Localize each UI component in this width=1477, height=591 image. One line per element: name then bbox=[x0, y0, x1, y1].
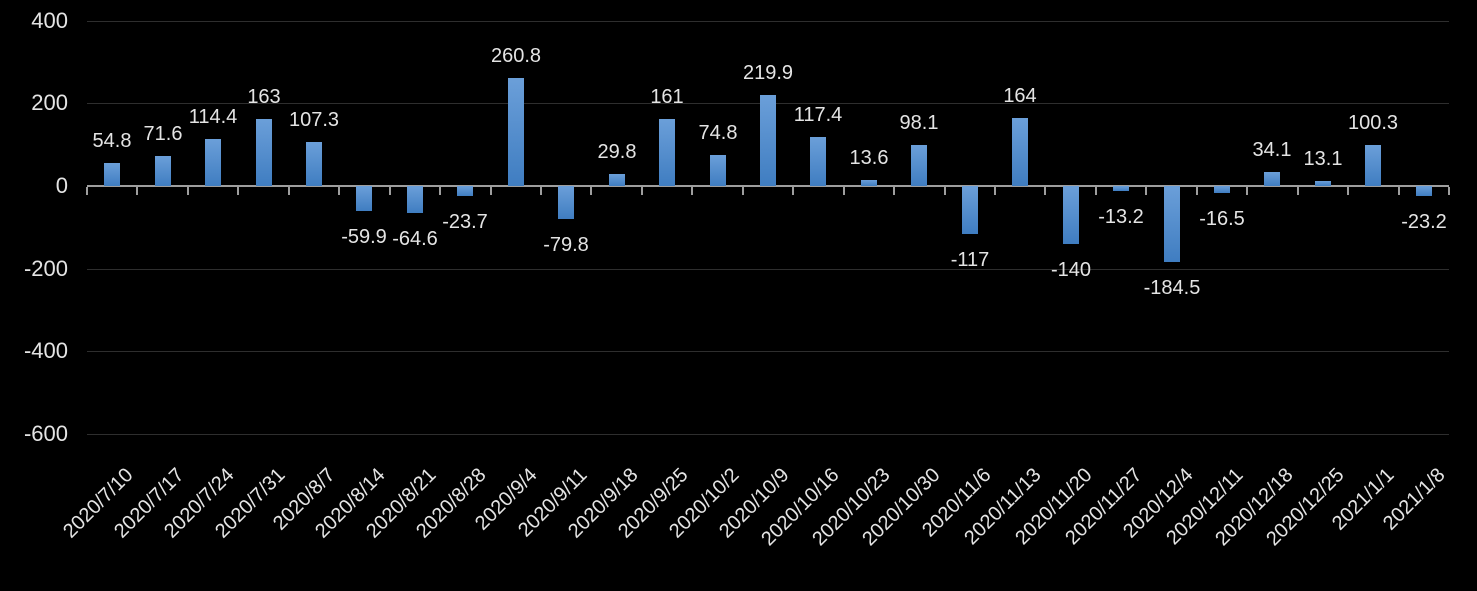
bar bbox=[1063, 186, 1079, 244]
bar bbox=[710, 155, 726, 186]
bar-value-label: -23.7 bbox=[442, 211, 488, 233]
bar-value-label: -59.9 bbox=[341, 226, 387, 248]
x-axis-tick-mark bbox=[792, 187, 794, 195]
y-gridline bbox=[87, 21, 1449, 22]
x-axis-line bbox=[87, 185, 1449, 187]
bar bbox=[810, 137, 826, 186]
bar-value-label: 29.8 bbox=[597, 141, 637, 163]
x-axis-tick-mark bbox=[288, 187, 290, 195]
bar bbox=[1113, 186, 1129, 191]
bar-value-label: 34.1 bbox=[1252, 139, 1292, 161]
bar bbox=[861, 180, 877, 186]
bar bbox=[609, 174, 625, 186]
bar-value-label: -140 bbox=[1050, 259, 1092, 281]
bar-value-label: -13.2 bbox=[1098, 206, 1144, 228]
x-axis-tick-mark bbox=[1196, 187, 1198, 195]
bar bbox=[256, 119, 272, 186]
x-axis-tick-mark bbox=[1347, 187, 1349, 195]
bar bbox=[104, 163, 120, 186]
x-axis-tick-mark bbox=[590, 187, 592, 195]
bar-value-label: 260.8 bbox=[490, 45, 542, 67]
bar bbox=[760, 95, 776, 186]
x-axis-tick-mark bbox=[136, 187, 138, 195]
x-axis-tick-mark bbox=[1398, 187, 1400, 195]
bar bbox=[1264, 172, 1280, 186]
bar-value-label: 114.4 bbox=[188, 106, 238, 128]
x-axis-tick-mark bbox=[742, 187, 744, 195]
bar-value-label: 74.8 bbox=[698, 122, 738, 144]
y-axis-tick-label: 0 bbox=[55, 173, 68, 198]
x-axis-tick-mark bbox=[1297, 187, 1299, 195]
x-axis-tick-mark bbox=[389, 187, 391, 195]
bar bbox=[1214, 186, 1230, 193]
x-axis-tick-mark bbox=[1095, 187, 1097, 195]
y-axis-tick-label: -600 bbox=[23, 421, 68, 446]
x-axis-tick-mark bbox=[490, 187, 492, 195]
bar bbox=[911, 145, 927, 186]
bar bbox=[356, 186, 372, 211]
x-axis-tick-mark bbox=[691, 187, 693, 195]
bar-value-label: 117.4 bbox=[793, 104, 843, 126]
bar-value-label: 107.3 bbox=[288, 109, 340, 131]
bar-value-label: 219.9 bbox=[742, 62, 794, 84]
bar bbox=[1164, 186, 1180, 262]
bar-value-label: -117 bbox=[950, 249, 990, 271]
y-axis-tick-label: 400 bbox=[31, 8, 68, 33]
x-axis-tick-mark bbox=[944, 187, 946, 195]
bar bbox=[1012, 118, 1028, 186]
bar-value-label: -64.6 bbox=[392, 228, 438, 250]
x-axis-tick-mark bbox=[338, 187, 340, 195]
bar-value-label: 100.3 bbox=[1347, 112, 1399, 134]
bar-value-label: 71.6 bbox=[143, 123, 183, 145]
x-axis-tick-mark bbox=[994, 187, 996, 195]
y-axis-tick-label: 200 bbox=[31, 90, 68, 115]
bar bbox=[1416, 186, 1432, 196]
bar bbox=[306, 142, 322, 186]
x-axis-tick-mark bbox=[237, 187, 239, 195]
bar-value-label: 13.1 bbox=[1303, 148, 1343, 170]
x-axis-tick-mark bbox=[1246, 187, 1248, 195]
y-gridline bbox=[87, 434, 1449, 435]
bar bbox=[1315, 181, 1331, 186]
bar bbox=[407, 186, 423, 213]
bar bbox=[558, 186, 574, 219]
bar-value-label: -16.5 bbox=[1199, 208, 1245, 230]
bar-value-label: -23.2 bbox=[1401, 211, 1447, 233]
y-axis-tick-label: -400 bbox=[23, 338, 68, 363]
x-axis-tick-mark bbox=[540, 187, 542, 195]
bar-value-label: 164 bbox=[1003, 85, 1037, 107]
bar-value-label: 13.6 bbox=[849, 147, 889, 169]
x-axis-tick-mark bbox=[893, 187, 895, 195]
y-gridline bbox=[87, 351, 1449, 352]
x-axis-tick-mark bbox=[86, 187, 88, 195]
x-axis-tick-mark bbox=[843, 187, 845, 195]
bar-value-label: 161 bbox=[650, 86, 684, 108]
bar bbox=[457, 186, 473, 196]
x-axis-tick-mark bbox=[641, 187, 643, 195]
bar-value-label: 163 bbox=[247, 86, 281, 108]
bar bbox=[508, 78, 524, 186]
bar bbox=[1365, 145, 1381, 186]
y-gridline bbox=[87, 269, 1449, 270]
bar-value-label: 54.8 bbox=[92, 130, 132, 152]
bar bbox=[962, 186, 978, 234]
x-axis-tick-mark bbox=[1448, 187, 1450, 195]
bar bbox=[155, 156, 171, 186]
bar bbox=[659, 119, 675, 186]
bar-value-label: 98.1 bbox=[899, 112, 939, 134]
bar-value-label: -184.5 bbox=[1143, 277, 1201, 299]
y-axis-tick-label: -200 bbox=[23, 256, 68, 281]
x-axis-tick-mark bbox=[1145, 187, 1147, 195]
bar-value-label: -79.8 bbox=[543, 234, 589, 256]
x-axis-tick-mark bbox=[187, 187, 189, 195]
x-axis-tick-mark bbox=[439, 187, 441, 195]
bar bbox=[205, 139, 221, 186]
x-axis-tick-mark bbox=[1044, 187, 1046, 195]
